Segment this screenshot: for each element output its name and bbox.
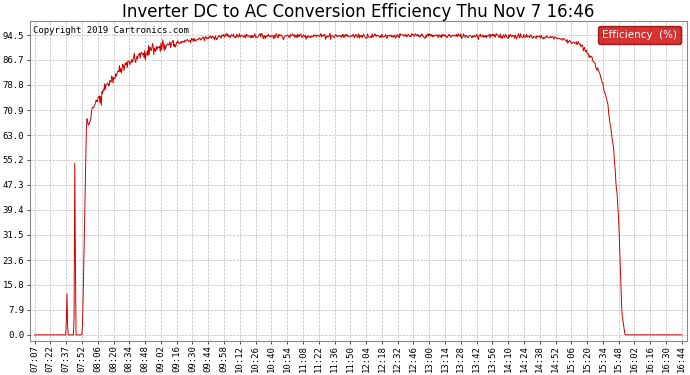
Title: Inverter DC to AC Conversion Efficiency Thu Nov 7 16:46: Inverter DC to AC Conversion Efficiency … xyxy=(122,3,594,21)
Text: Copyright 2019 Cartronics.com: Copyright 2019 Cartronics.com xyxy=(33,26,189,35)
Legend: Efficiency  (%): Efficiency (%) xyxy=(598,26,681,45)
